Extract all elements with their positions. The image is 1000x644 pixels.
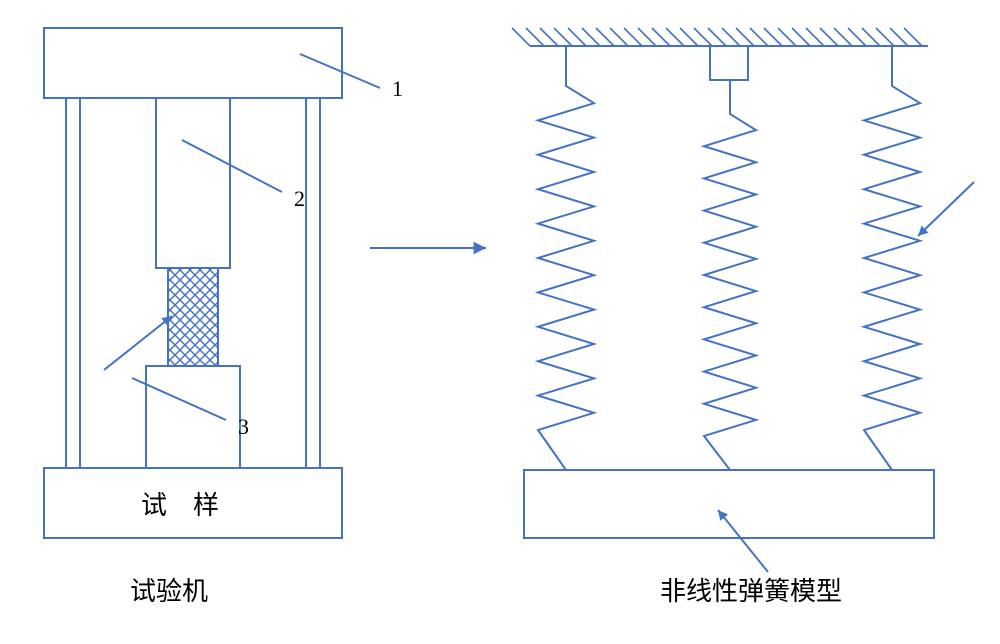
specimen	[168, 268, 218, 366]
svg-text:2: 2	[294, 186, 305, 211]
spring	[538, 46, 594, 470]
spring	[864, 46, 920, 470]
svg-text:试验机: 试验机	[130, 577, 208, 606]
svg-text:试 样: 试 样	[141, 491, 219, 520]
svg-text:非线性弹簧模型: 非线性弹簧模型	[660, 577, 842, 606]
svg-text:1: 1	[392, 76, 403, 101]
svg-text:3: 3	[238, 414, 249, 439]
spring	[704, 80, 756, 470]
